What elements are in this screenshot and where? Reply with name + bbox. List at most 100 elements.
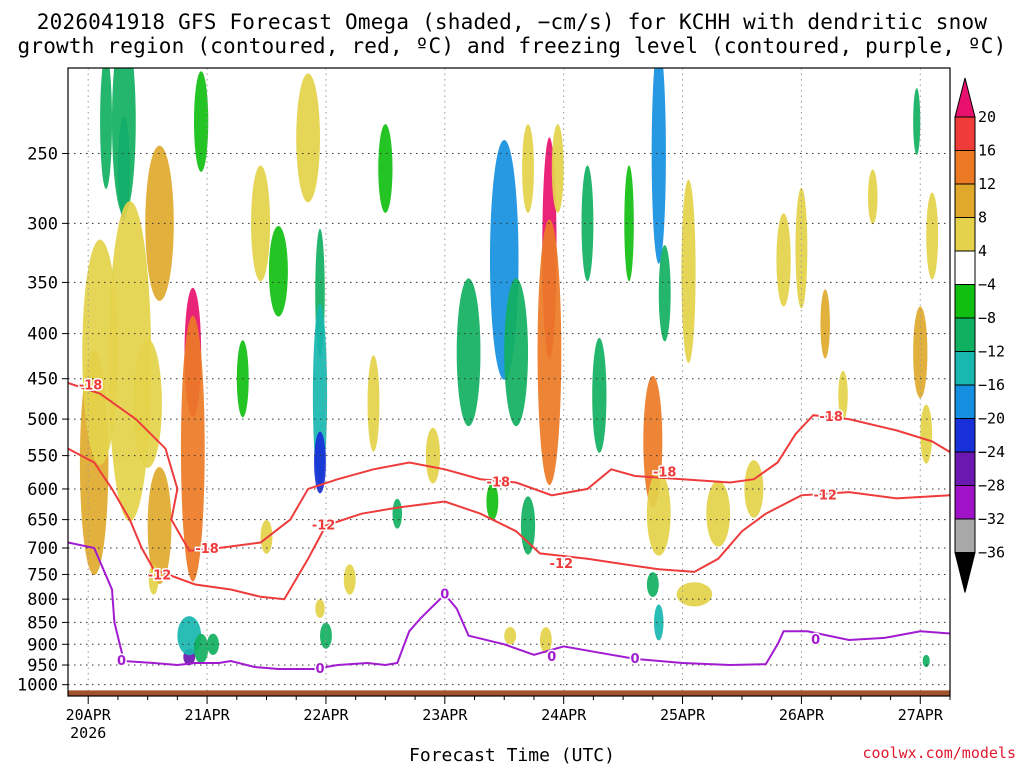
colorbar-top-arrow xyxy=(954,77,976,118)
colorbar-swatch xyxy=(954,351,976,386)
y-tick-label: 800 xyxy=(27,590,58,610)
y-tick-label: 350 xyxy=(27,273,58,293)
omega-blob xyxy=(148,564,159,595)
omega-blob xyxy=(681,179,696,364)
y-axis: 2503003504004505005506006507007508008509… xyxy=(17,144,68,696)
contour-label: -18 xyxy=(487,476,511,491)
contour-label: -12 xyxy=(148,568,172,583)
contour-label: -18 xyxy=(653,466,677,481)
colorbar: 20 16 12 8 4 −4 −8 −12 −16 −20 −24 −28 −32 −36 xyxy=(954,77,1005,593)
contour-line xyxy=(68,447,950,601)
omega-blob xyxy=(838,370,848,420)
plot-frame xyxy=(67,67,951,697)
colorbar-label: −36 xyxy=(978,544,1005,562)
credit-link[interactable]: coolwx.com/models xyxy=(862,744,1016,762)
colorbar-swatch xyxy=(954,384,976,419)
x-tick-label: 26APR xyxy=(779,706,825,724)
omega-blob xyxy=(646,471,671,556)
omega-blob xyxy=(504,278,529,427)
x-axis-title: Forecast Time (UTC) xyxy=(409,745,615,766)
omega-blob xyxy=(658,245,671,342)
contour-label: -18 xyxy=(195,542,219,557)
y-tick-label: 550 xyxy=(27,447,58,467)
colorbar-label: 8 xyxy=(978,209,987,227)
y-tick-label: 600 xyxy=(27,480,58,500)
omega-blob xyxy=(922,654,930,668)
x-tick-label: 24APR xyxy=(541,706,587,724)
omega-blob xyxy=(654,604,664,641)
contour-label: 0 xyxy=(315,662,324,677)
omega-shading xyxy=(79,68,939,668)
omega-blob xyxy=(194,71,209,172)
omega-blob xyxy=(744,460,764,518)
colorbar-label: −8 xyxy=(978,309,996,327)
colorbar-swatch xyxy=(954,250,976,285)
omega-blob xyxy=(706,480,731,547)
omega-blob xyxy=(343,564,356,595)
y-tick-label: 950 xyxy=(27,656,58,676)
y-tick-label: 700 xyxy=(27,539,58,559)
omega-blob xyxy=(551,124,564,213)
contour-label: 0 xyxy=(811,633,820,648)
omega-blob xyxy=(504,626,517,645)
omega-blob xyxy=(111,68,136,215)
y-tick-label: 400 xyxy=(27,325,58,345)
colorbar-swatch xyxy=(954,485,976,520)
omega-blob xyxy=(145,145,174,302)
y-tick-label: 750 xyxy=(27,565,58,585)
x-axis: 20APR 21APR 22APR 23APR 24APR 25APR 26APR 27APR… xyxy=(66,696,951,742)
omega-blob xyxy=(180,315,205,582)
colorbar-label: −28 xyxy=(978,477,1005,495)
omega-blob xyxy=(486,482,499,521)
omega-blob xyxy=(913,306,928,399)
omega-blob xyxy=(296,73,321,203)
omega-blob xyxy=(378,124,393,213)
contour-label: -18 xyxy=(819,410,843,425)
omega-blob xyxy=(926,192,939,280)
omega-blob xyxy=(133,338,162,468)
omega-blob xyxy=(456,278,481,427)
colorbar-label: 20 xyxy=(978,108,996,126)
omega-blob xyxy=(367,355,380,452)
ground-surface xyxy=(68,690,950,696)
contour-line xyxy=(68,541,950,670)
omega-blob xyxy=(776,213,791,307)
colorbar-swatch xyxy=(954,317,976,352)
omega-blob xyxy=(539,627,552,653)
colorbar-swatch xyxy=(954,183,976,218)
omega-blob xyxy=(425,427,441,484)
colorbar-swatch xyxy=(954,116,976,151)
x-tick-label: 23APR xyxy=(422,706,468,724)
omega-blob xyxy=(581,165,594,282)
contour-label: -12 xyxy=(813,488,837,503)
x-tick-label: 21APR xyxy=(184,706,230,724)
colorbar-label: −20 xyxy=(978,410,1005,428)
contour-label: 0 xyxy=(440,587,449,602)
y-tick-label: 1000 xyxy=(17,676,58,696)
colorbar-bottom-arrow xyxy=(954,552,976,593)
contour-label: -12 xyxy=(312,518,336,533)
y-tick-label: 900 xyxy=(27,635,58,655)
colorbar-label: −16 xyxy=(978,376,1005,394)
y-tick-label: 300 xyxy=(27,214,58,234)
omega-blob xyxy=(522,124,534,213)
omega-blob xyxy=(537,219,562,486)
colorbar-swatch xyxy=(954,150,976,185)
omega-blob xyxy=(194,633,209,664)
x-tick-label: 25APR xyxy=(660,706,706,724)
omega-blob xyxy=(867,169,878,225)
omega-blob xyxy=(795,187,808,309)
omega-blob xyxy=(315,599,325,618)
gridlines xyxy=(68,68,950,696)
contour-label: 0 xyxy=(117,654,126,669)
y-tick-label: 500 xyxy=(27,410,58,430)
y-tick-label: 450 xyxy=(27,370,58,390)
colorbar-label: 16 xyxy=(978,142,996,160)
y-tick-label: 250 xyxy=(27,144,58,164)
y-tick-label: 850 xyxy=(27,613,58,633)
contour-label: 0 xyxy=(547,650,556,665)
omega-blob xyxy=(920,404,933,464)
colorbar-label: −24 xyxy=(978,443,1005,461)
omega-blob xyxy=(624,165,634,282)
